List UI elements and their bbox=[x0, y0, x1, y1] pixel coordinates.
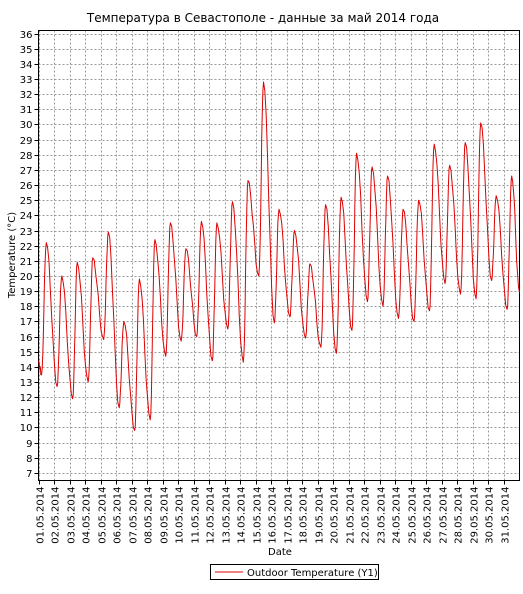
x-tick-label: 18.05.2014 bbox=[299, 487, 310, 544]
x-tick-label: 09.05.2014 bbox=[160, 487, 171, 544]
chart-title: Температура в Севастополе - данные за ма… bbox=[86, 11, 439, 25]
y-axis: 7 8 9 10 11 12 13 14 15 16 17 18 19 20 21 22 23 24 25 26 27 2… bbox=[20, 30, 39, 480]
x-tick-label: 15.05.2014 bbox=[253, 487, 264, 544]
legend-box bbox=[210, 564, 379, 580]
y-tick-label: 9 bbox=[26, 439, 32, 450]
y-tick-label: 32 bbox=[20, 90, 33, 101]
y-tick-label: 24 bbox=[20, 211, 33, 222]
y-axis-label: Temperature (°C) bbox=[7, 212, 18, 299]
y-tick-label: 15 bbox=[20, 348, 33, 359]
y-tick-label: 31 bbox=[20, 105, 33, 116]
y-tick-label: 20 bbox=[20, 272, 33, 283]
y-tick-label: 18 bbox=[20, 302, 33, 313]
y-tick-label: 29 bbox=[20, 136, 33, 147]
y-tick-label: 13 bbox=[20, 378, 33, 389]
y-tick-label: 27 bbox=[20, 166, 33, 177]
y-tick-label: 8 bbox=[26, 454, 32, 465]
plot-frame bbox=[38, 30, 520, 481]
y-tick-label: 28 bbox=[20, 151, 33, 162]
legend[interactable]: Outdoor Temperature (Y1) bbox=[210, 564, 379, 580]
y-tick-label: 33 bbox=[20, 75, 33, 86]
y-tick-label: 22 bbox=[20, 242, 33, 253]
x-tick-label: 24.05.2014 bbox=[392, 487, 403, 544]
y-tick-label: 35 bbox=[20, 45, 33, 56]
x-tick-label: 23.05.2014 bbox=[377, 487, 388, 544]
y-tick-label: 12 bbox=[20, 393, 33, 404]
y-tick-label: 17 bbox=[20, 317, 33, 328]
y-tick-label: 25 bbox=[20, 196, 33, 207]
x-tick-label: 07.05.2014 bbox=[129, 487, 140, 544]
y-tick-label: 30 bbox=[20, 120, 33, 131]
x-tick-label: 22.05.2014 bbox=[361, 487, 372, 544]
y-tick-label: 10 bbox=[20, 423, 33, 434]
x-tick-label: 17.05.2014 bbox=[284, 487, 295, 544]
x-tick-label: 02.05.2014 bbox=[51, 487, 62, 544]
series-line-outdoor-temperature bbox=[38, 81, 520, 431]
x-axis: 01.05.2014 02.05.2014 03.05.2014 04.05.2014… bbox=[36, 480, 512, 544]
x-tick-label: 11.05.2014 bbox=[191, 487, 202, 544]
x-tick-label: 28.05.2014 bbox=[454, 487, 465, 544]
y-tick-label: 34 bbox=[20, 60, 33, 71]
y-tick-label: 14 bbox=[20, 363, 33, 374]
y-tick-label: 11 bbox=[20, 408, 33, 419]
x-tick-label: 19.05.2014 bbox=[315, 487, 326, 544]
y-tick-label: 36 bbox=[20, 30, 33, 41]
x-tick-label: 25.05.2014 bbox=[408, 487, 419, 544]
y-tick-label: 23 bbox=[20, 227, 33, 238]
y-tick-label: 19 bbox=[20, 287, 33, 298]
legend-label-outdoor-temperature: Outdoor Temperature (Y1) bbox=[247, 568, 378, 579]
x-tick-label: 06.05.2014 bbox=[113, 487, 124, 544]
x-tick-label: 16.05.2014 bbox=[268, 487, 279, 544]
y-tick-label: 26 bbox=[20, 181, 33, 192]
x-axis-label: Date bbox=[268, 547, 292, 558]
x-tick-label: 26.05.2014 bbox=[423, 487, 434, 544]
x-tick-label: 21.05.2014 bbox=[346, 487, 357, 544]
x-tick-label: 12.05.2014 bbox=[206, 487, 217, 544]
y-tick-label: 16 bbox=[20, 333, 33, 344]
x-tick-label: 04.05.2014 bbox=[82, 487, 93, 544]
x-tick-label: 01.05.2014 bbox=[36, 487, 47, 544]
grid bbox=[38, 30, 520, 481]
x-tick-label: 30.05.2014 bbox=[485, 487, 496, 544]
x-tick-label: 13.05.2014 bbox=[222, 487, 233, 544]
y-tick-label: 21 bbox=[20, 257, 33, 268]
series-layer bbox=[38, 81, 520, 431]
x-tick-label: 20.05.2014 bbox=[330, 487, 341, 544]
x-tick-label: 05.05.2014 bbox=[98, 487, 109, 544]
x-tick-label: 03.05.2014 bbox=[67, 487, 78, 544]
x-tick-label: 10.05.2014 bbox=[175, 487, 186, 544]
x-tick-label: 27.05.2014 bbox=[439, 487, 450, 544]
y-tick-label: 7 bbox=[26, 469, 32, 480]
x-tick-label: 31.05.2014 bbox=[501, 487, 512, 544]
x-tick-label: 29.05.2014 bbox=[470, 487, 481, 544]
x-tick-label: 14.05.2014 bbox=[237, 487, 248, 544]
x-tick-label: 08.05.2014 bbox=[144, 487, 155, 544]
